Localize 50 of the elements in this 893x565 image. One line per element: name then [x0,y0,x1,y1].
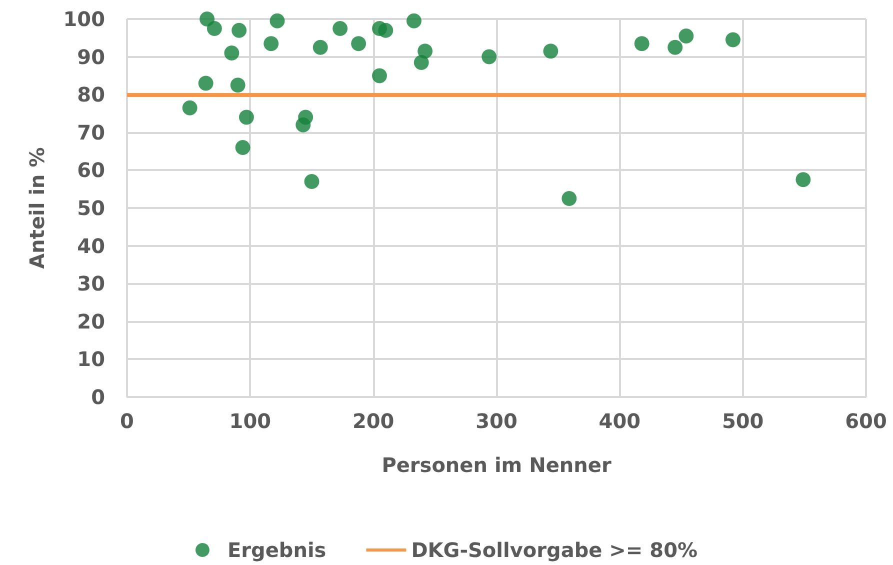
x-tick-label: 400 [598,409,641,433]
point [332,20,348,36]
y-tick-label: 70 [77,120,105,144]
point [232,22,247,38]
point [298,110,314,125]
y-tick-label: 30 [77,272,105,296]
point [406,13,422,28]
point [224,46,240,61]
point [668,40,683,55]
point [796,172,811,188]
point [378,22,394,38]
legend-label: DKG-Sollvorgabe >= 80% [411,538,698,562]
point [312,40,328,55]
y-tick-label: 10 [77,347,105,372]
point [678,28,694,44]
y-tick-label: 80 [77,82,105,107]
point [351,36,366,52]
y-tick-label: 100 [63,7,105,31]
point [372,68,387,84]
x-tick-label: 100 [229,409,272,433]
y-tick-label: 40 [77,234,105,258]
point [634,36,650,52]
y-tick-label: 60 [77,158,105,182]
point [182,100,198,116]
point [235,140,250,156]
legend-label: Ergebnis [227,538,326,562]
point [200,12,215,26]
x-tick-label: 200 [352,409,394,433]
y-tick-label: 90 [77,44,105,69]
x-tick-label: 500 [722,409,764,433]
point [543,44,558,59]
point [198,76,214,91]
y-tick-label: 20 [77,309,105,334]
x-tick-label: 600 [845,409,887,433]
point [206,20,222,36]
point [482,49,497,64]
y-tick-label: 50 [77,196,105,220]
point [238,110,254,125]
point [562,191,577,206]
point [264,36,279,52]
x-tick-label: 0 [120,409,134,433]
point [418,44,433,59]
x-tick-label: 300 [476,409,518,433]
x-axis-title: Personen im Nenner [382,453,612,477]
point [230,78,246,93]
point [304,174,320,190]
point [270,13,285,28]
y-axis-title: Anteil in % [25,147,49,269]
y-tick-label: 0 [91,385,105,409]
point [725,32,740,48]
